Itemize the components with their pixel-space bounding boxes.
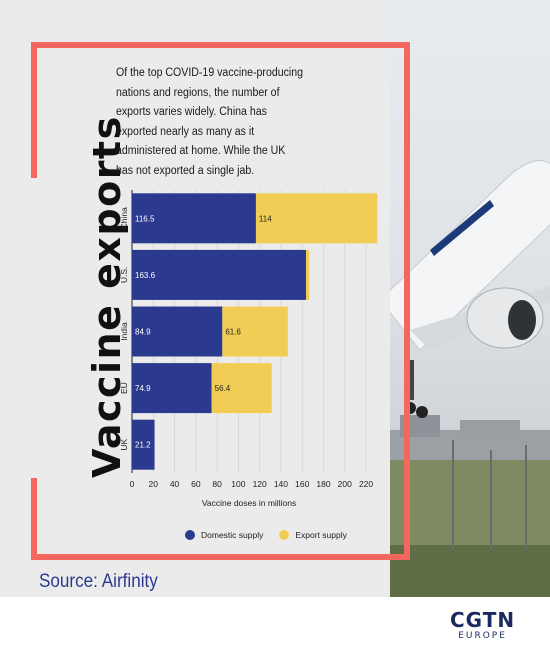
data-label: 56.4 <box>215 384 231 393</box>
legend-swatch-export <box>279 530 290 540</box>
x-tick-label: 140 <box>274 479 288 489</box>
legend-item-export: Export supply <box>279 530 347 540</box>
x-tick-label: 200 <box>338 479 352 489</box>
x-tick-label: 100 <box>231 479 245 489</box>
category-label: EU <box>119 382 129 394</box>
bar-export <box>222 306 288 357</box>
category-label: India <box>119 322 129 341</box>
x-tick-label: 60 <box>191 479 201 489</box>
logo-main-text: CGTN <box>450 608 516 632</box>
chart-subtitle: Of the top COVID-19 vaccine-producing na… <box>116 67 304 177</box>
data-label: 114 <box>259 214 272 223</box>
category-label: U.S. <box>119 267 129 284</box>
data-label: 163.6 <box>135 271 156 280</box>
legend-label-domestic: Domestic supply <box>201 530 264 540</box>
legend-label-export: Export supply <box>295 530 347 540</box>
source-note: Source: Airfinity <box>39 571 158 592</box>
x-tick-label: 220 <box>359 479 373 489</box>
x-tick-label: 160 <box>295 479 309 489</box>
legend: Domestic supply Export supply <box>185 530 363 540</box>
cgtn-logo: CGTN EUROPE <box>450 610 515 642</box>
bar-domestic <box>132 363 212 414</box>
x-axis-label: Vaccine doses in millions <box>202 498 296 508</box>
legend-item-domestic: Domestic supply <box>185 530 263 540</box>
x-tick-label: 180 <box>316 479 330 489</box>
bar-domestic <box>132 306 223 357</box>
bar-domestic <box>132 419 155 470</box>
frame-gap <box>28 178 40 478</box>
x-tick-label: 0 <box>130 479 135 489</box>
bar-export <box>306 249 310 300</box>
data-label: 84.9 <box>135 328 151 337</box>
category-label: China <box>119 207 129 229</box>
x-tick-label: 120 <box>253 479 267 489</box>
x-tick-label: 20 <box>149 479 159 489</box>
legend-swatch-domestic <box>185 530 195 540</box>
logo-sub-text: EUROPE <box>458 631 507 641</box>
bar-export <box>211 363 272 414</box>
data-label: 21.2 <box>135 441 151 450</box>
bar-chart: 0 20 40 60 80 100 120 140 160 180 200 220 Vaccine do… <box>119 190 378 508</box>
data-label: 74.9 <box>135 384 151 393</box>
x-tick-label: 80 <box>212 479 222 489</box>
category-label: UK <box>119 438 129 450</box>
bar-domestic <box>132 249 307 300</box>
airplane-photo <box>390 0 550 597</box>
bar-domestic <box>132 193 256 244</box>
bar-export <box>255 193 378 244</box>
data-label: 116.5 <box>135 214 155 223</box>
data-label: 61.6 <box>225 328 241 337</box>
x-tick-label: 40 <box>170 479 180 489</box>
